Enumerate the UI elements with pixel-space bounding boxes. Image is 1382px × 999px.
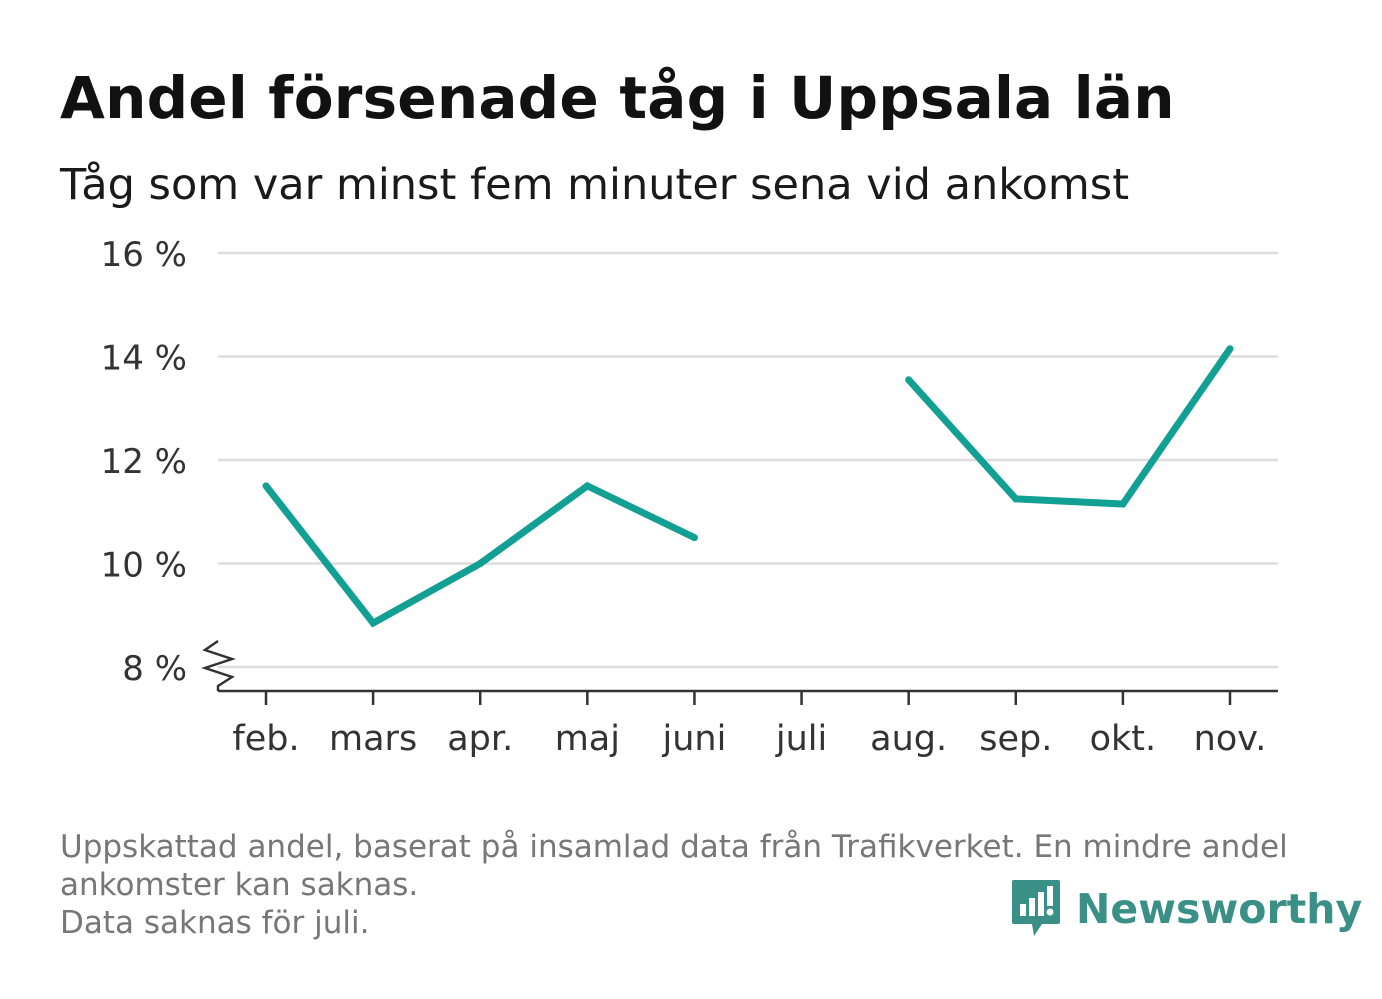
- series-line: [906, 346, 1233, 508]
- chart-subtitle: Tåg som var minst fem minuter sena vid a…: [60, 160, 1130, 210]
- series-line: [263, 481, 696, 628]
- y-tick-label: 14 %: [101, 339, 187, 379]
- data-point: [1012, 495, 1020, 503]
- brand-logo: Newsworthy: [1010, 878, 1362, 940]
- x-tick-label: feb.: [232, 719, 299, 759]
- y-tick-label: 8 %: [122, 649, 187, 689]
- brand-name: Newsworthy: [1076, 885, 1363, 933]
- x-tick-label: nov.: [1194, 719, 1267, 759]
- footnote: Uppskattad andel, baserat på insamlad da…: [60, 828, 1288, 942]
- x-tick-label: juli: [775, 719, 827, 759]
- footnote-line-1: Uppskattad andel, baserat på insamlad da…: [60, 829, 1288, 865]
- data-point: [583, 482, 591, 490]
- data-point: [905, 376, 913, 384]
- x-tick-label: sep.: [979, 719, 1052, 759]
- y-tick-label: 16 %: [101, 235, 187, 275]
- x-tick-label: maj: [555, 719, 620, 759]
- y-tick-label: 12 %: [101, 442, 187, 482]
- chart-title: Andel försenade tåg i Uppsala län: [60, 64, 1175, 132]
- y-tick-label: 10 %: [101, 546, 187, 586]
- axis-break-icon: [201, 639, 236, 691]
- x-tick-label: aug.: [870, 719, 947, 759]
- footnote-line-3: Data saknas för juli.: [60, 905, 370, 941]
- data-point: [690, 534, 698, 542]
- x-tick-label: juni: [662, 719, 727, 759]
- newsworthy-logo-icon: [1012, 880, 1060, 936]
- data-point: [262, 482, 270, 490]
- footnote-line-2: ankomster kan saknas.: [60, 867, 419, 903]
- x-tick-label: apr.: [447, 719, 513, 759]
- data-point: [476, 560, 484, 567]
- data-point: [1226, 345, 1234, 353]
- data-point: [369, 619, 377, 627]
- data-point: [1119, 500, 1127, 508]
- x-tick-label: mars: [329, 719, 417, 759]
- x-tick-label: okt.: [1090, 719, 1157, 759]
